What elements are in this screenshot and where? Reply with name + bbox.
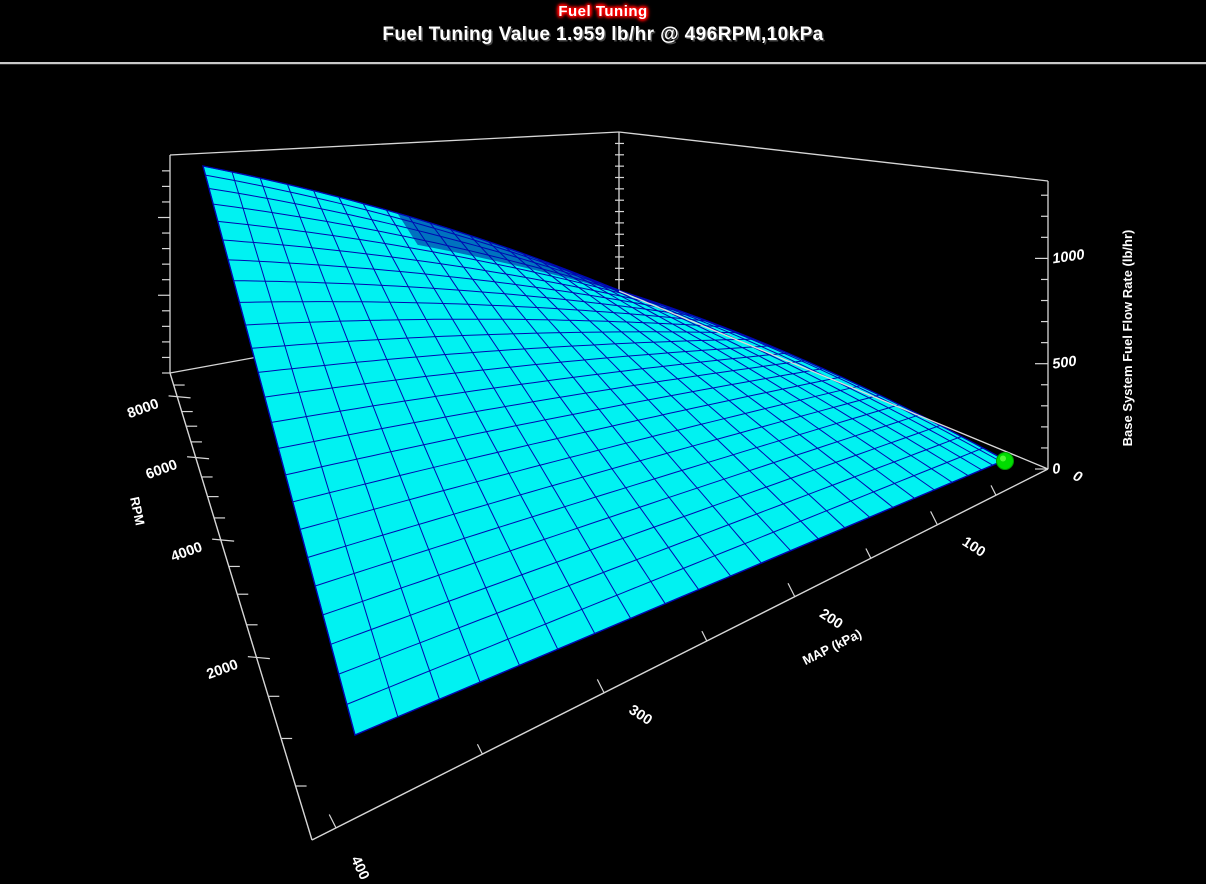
window-title-fuel-tuning: Fuel Tuning <box>558 3 648 20</box>
rpm-tick-label: 8000 <box>125 396 161 422</box>
rpm-tick-label: 6000 <box>144 457 180 483</box>
flow-tick-label: 500 <box>1051 353 1077 372</box>
map-tick-label: 400 <box>347 854 372 883</box>
floor-back-right-edge <box>618 290 1049 470</box>
header: Fuel Tuning Fuel Tuning Value 1.959 lb/h… <box>0 0 1206 46</box>
flow-tick-label: 1000 <box>1051 247 1085 267</box>
selected-point-marker[interactable] <box>996 452 1014 470</box>
map-tick-label: 300 <box>626 702 655 729</box>
map-tick-label: 100 <box>959 534 988 561</box>
status-readout: Fuel Tuning Value 1.959 lb/hr @ 496RPM,1… <box>382 24 824 45</box>
flow-tick-label: 0 <box>1051 461 1061 478</box>
map-tick-label: 200 <box>816 606 845 633</box>
rpm-tick-label: 4000 <box>169 539 205 565</box>
rpm-tick-label: 2000 <box>205 657 241 683</box>
rpm-axis-title: RPM <box>127 495 148 526</box>
header-divider <box>0 62 1206 65</box>
map-axis-title: MAP (kPa) <box>800 626 864 668</box>
fuel-surface-mesh <box>202 165 1007 736</box>
axis-ticks <box>158 142 1048 829</box>
flow-axis-title: Base System Fuel Flow Rate (lb/hr) <box>1120 230 1135 447</box>
map-tick-label: 0 <box>1070 468 1084 486</box>
